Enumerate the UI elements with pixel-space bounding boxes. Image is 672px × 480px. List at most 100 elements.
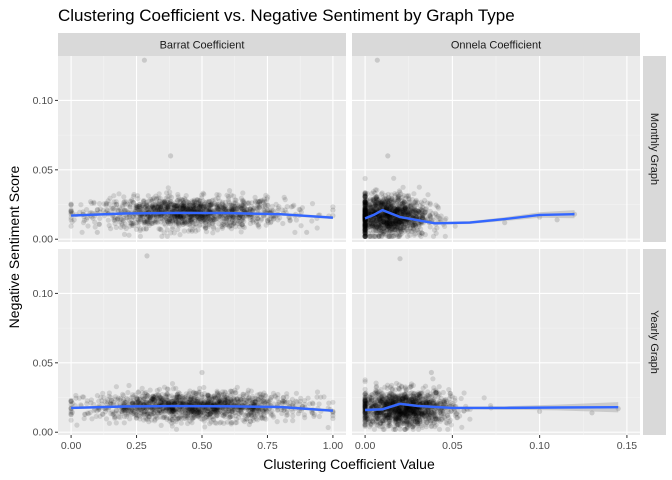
data-point xyxy=(363,201,369,207)
data-point xyxy=(193,205,199,211)
data-point xyxy=(167,207,173,213)
data-point xyxy=(213,204,220,210)
data-point xyxy=(261,198,267,204)
data-point xyxy=(161,198,167,204)
data-point xyxy=(170,224,176,230)
data-point xyxy=(256,204,262,210)
data-point xyxy=(165,194,171,200)
x-tick-label: 0.25 xyxy=(126,440,147,452)
data-point xyxy=(298,395,304,401)
data-point xyxy=(214,390,220,396)
data-point xyxy=(138,216,144,222)
data-point xyxy=(235,215,241,221)
data-point xyxy=(189,228,195,234)
data-point xyxy=(307,401,313,407)
data-point xyxy=(170,413,177,419)
x-tick-label: 0.75 xyxy=(257,440,278,452)
data-point xyxy=(174,214,180,220)
data-point xyxy=(275,217,281,223)
data-point xyxy=(318,394,324,400)
data-point xyxy=(407,210,413,216)
data-point xyxy=(186,206,192,213)
data-point xyxy=(165,206,171,212)
data-point xyxy=(187,215,193,221)
data-point xyxy=(158,215,164,221)
data-point xyxy=(147,201,153,207)
data-point xyxy=(237,205,243,211)
data-point xyxy=(112,216,118,222)
data-point xyxy=(169,218,175,225)
data-point xyxy=(180,201,186,208)
data-point xyxy=(159,207,165,213)
data-point xyxy=(121,194,127,200)
data-point xyxy=(209,202,215,208)
data-point xyxy=(149,205,155,211)
data-point xyxy=(309,218,315,224)
data-point xyxy=(164,217,170,223)
data-point xyxy=(68,202,74,208)
data-point xyxy=(271,215,277,221)
data-point xyxy=(219,219,225,225)
data-point xyxy=(430,376,436,382)
data-point xyxy=(220,205,226,211)
chart-title: Clustering Coefficient vs. Negative Sent… xyxy=(58,6,515,25)
data-point xyxy=(137,227,143,234)
data-point xyxy=(177,198,183,204)
data-point xyxy=(111,214,117,221)
data-point xyxy=(113,224,119,230)
data-point xyxy=(198,200,204,207)
data-point xyxy=(185,199,191,205)
data-point xyxy=(68,397,74,403)
data-point xyxy=(428,213,434,219)
data-point xyxy=(223,203,229,209)
data-point xyxy=(187,205,193,211)
x-axis-label: Clustering Coefficient Value xyxy=(263,456,435,472)
data-point xyxy=(279,410,285,417)
data-point xyxy=(144,202,150,208)
data-point xyxy=(223,216,229,222)
data-point xyxy=(211,216,217,223)
data-point xyxy=(281,194,287,200)
data-point xyxy=(187,227,193,233)
data-point xyxy=(154,207,160,213)
data-point xyxy=(139,204,145,210)
data-point xyxy=(189,206,195,212)
data-point xyxy=(200,218,207,224)
data-point xyxy=(172,217,178,223)
data-point xyxy=(119,222,125,228)
data-point xyxy=(186,200,192,207)
data-point xyxy=(135,219,141,225)
data-point xyxy=(108,394,114,401)
data-point xyxy=(196,205,202,211)
data-point xyxy=(125,397,131,403)
data-point xyxy=(163,206,169,212)
data-point xyxy=(220,222,226,228)
data-point xyxy=(373,194,379,200)
data-point xyxy=(251,206,257,212)
data-point xyxy=(215,195,221,201)
data-point xyxy=(255,199,261,205)
data-point xyxy=(200,190,206,196)
data-point xyxy=(206,213,212,219)
data-point xyxy=(144,218,150,225)
data-point xyxy=(142,219,148,225)
data-point xyxy=(239,214,245,220)
data-point xyxy=(115,208,121,214)
data-point xyxy=(206,219,212,225)
data-point xyxy=(220,413,226,419)
data-point xyxy=(226,214,232,220)
data-point xyxy=(131,223,137,229)
data-point xyxy=(173,215,179,221)
data-point xyxy=(246,421,252,428)
data-point xyxy=(168,198,174,204)
data-point xyxy=(267,220,274,226)
data-point xyxy=(157,213,163,219)
data-point xyxy=(228,226,235,232)
data-point xyxy=(309,410,315,416)
data-point xyxy=(264,202,270,208)
data-point xyxy=(82,411,88,417)
data-point xyxy=(139,393,145,399)
data-point xyxy=(201,204,207,211)
data-point xyxy=(160,204,166,210)
